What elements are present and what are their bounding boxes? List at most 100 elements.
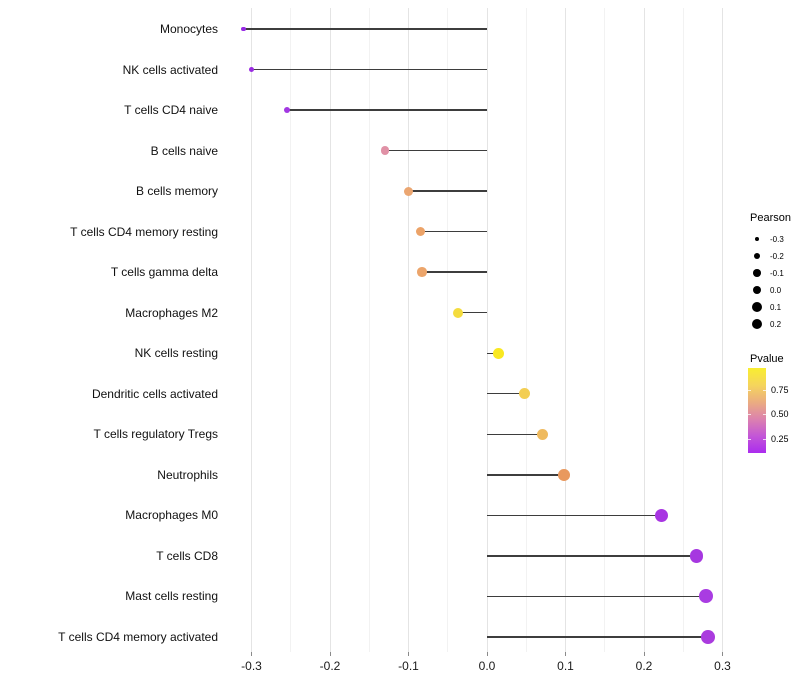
lollipop-stem (487, 514, 662, 517)
lollipop-dot (536, 428, 549, 441)
gridline-major (329, 8, 331, 652)
colorbar-tick-mark (763, 390, 766, 391)
size-legend-label: -0.3 (770, 234, 784, 244)
color-legend-title: Pvalue (750, 353, 784, 365)
lollipop-dot (283, 106, 290, 114)
row-label: Dendritic cells activated (91, 386, 218, 401)
lollipop-dot (699, 589, 713, 604)
lollipop-stem (457, 312, 487, 314)
x-tick-label: 0.3 (714, 659, 731, 673)
lollipop-dot (380, 146, 390, 155)
x-tick-label: 0.2 (635, 659, 653, 673)
x-tick-label: 0.0 (478, 659, 496, 673)
lollipop-dot (452, 307, 463, 318)
size-legend-title: Pearson (750, 212, 791, 224)
x-tick-label: -0.1 (398, 659, 419, 673)
lollipop-stem (487, 433, 543, 435)
size-legend-dot (753, 252, 761, 260)
lollipop-dot (417, 267, 427, 277)
colorbar-tick-label: 0.75 (771, 385, 789, 395)
lollipop-dot (519, 388, 531, 400)
lollipop-stem (243, 28, 487, 30)
colorbar-tick-label: 0.50 (771, 409, 789, 420)
gridline-major (643, 8, 645, 652)
lollipop-stem (286, 109, 487, 111)
lollipop-dot (241, 26, 247, 32)
size-legend-dot (751, 318, 763, 330)
x-tick-label: 0.1 (557, 659, 574, 673)
row-label: NK cells resting (134, 346, 218, 361)
row-label: Macrophages M2 (125, 305, 218, 320)
size-legend-dot (752, 285, 762, 295)
gridline-minor (525, 8, 527, 652)
lollipop-stem (487, 393, 525, 395)
lollipop-dot (689, 549, 704, 563)
row-label: B cells memory (135, 184, 218, 199)
row-label: T cells CD8 (156, 548, 218, 563)
row-label: T cells CD4 memory activated (58, 629, 218, 644)
x-tick-label: -0.2 (319, 659, 341, 673)
row-label: NK cells activated (122, 62, 218, 77)
gridline-minor (368, 8, 370, 652)
gridline-major (565, 8, 566, 652)
gridline-minor (682, 8, 684, 652)
lollipop-stem (408, 190, 487, 192)
lollipop-dot (558, 468, 570, 481)
colorbar-tick-mark (763, 414, 766, 416)
gridline-major (408, 8, 409, 652)
lollipop-dot (654, 508, 668, 522)
size-legend-label: 0.0 (770, 285, 782, 295)
lollipop-dot (403, 186, 414, 196)
pvalue-colorbar (748, 368, 766, 453)
x-tick-mark (329, 652, 331, 656)
lollipop-stem (487, 474, 564, 476)
lollipop-stem (487, 555, 697, 557)
colorbar-tick-mark (763, 438, 766, 440)
colorbar-tick-label: 0.25 (771, 433, 789, 444)
gridline-major (486, 8, 488, 652)
row-label: Monocytes (159, 22, 218, 36)
lollipop-stem (421, 271, 487, 273)
size-legend-dot (754, 236, 760, 242)
row-label: Mast cells resting (125, 589, 218, 604)
row-label: T cells CD4 naive (124, 103, 218, 118)
gridline-minor (604, 8, 606, 652)
x-tick-mark (722, 652, 723, 656)
row-label: T cells gamma delta (110, 265, 218, 280)
lollipop-dot (701, 630, 716, 644)
row-label: Neutrophils (157, 467, 218, 482)
lollipop-stem (487, 595, 706, 598)
x-tick-mark (565, 652, 566, 656)
x-tick-mark (408, 652, 409, 656)
x-tick-mark (251, 652, 252, 656)
x-tick-label: -0.3 (241, 659, 262, 673)
x-tick-mark (486, 652, 488, 656)
lollipop-dot (415, 226, 425, 237)
size-legend-dot (753, 269, 761, 277)
gridline-major (722, 8, 723, 652)
row-label: T cells regulatory Tregs (93, 427, 219, 442)
lollipop-dot (248, 66, 255, 73)
row-label: Macrophages M0 (125, 508, 218, 523)
lollipop-stem (384, 149, 487, 152)
colorbar-tick-mark (748, 438, 751, 440)
lollipop-stem (420, 230, 487, 233)
colorbar-tick-mark (748, 390, 751, 391)
row-label: B cells naive (150, 143, 218, 158)
lollipop-stem (487, 636, 709, 638)
lollipop-dot (493, 347, 505, 359)
size-legend-dot (752, 302, 762, 312)
row-label: T cells CD4 memory resting (70, 224, 218, 239)
size-legend-label: -0.1 (770, 268, 784, 278)
gridline-minor (290, 8, 292, 652)
lollipop-stem (251, 68, 487, 71)
gridline-major (251, 8, 252, 652)
colorbar-tick-mark (748, 414, 751, 416)
size-legend-label: 0.2 (770, 319, 782, 329)
lollipop-stem (487, 352, 499, 354)
gridline-minor (447, 8, 449, 652)
size-legend-label: 0.1 (770, 302, 782, 312)
x-tick-mark (643, 652, 645, 656)
size-legend-label: -0.2 (770, 251, 784, 261)
